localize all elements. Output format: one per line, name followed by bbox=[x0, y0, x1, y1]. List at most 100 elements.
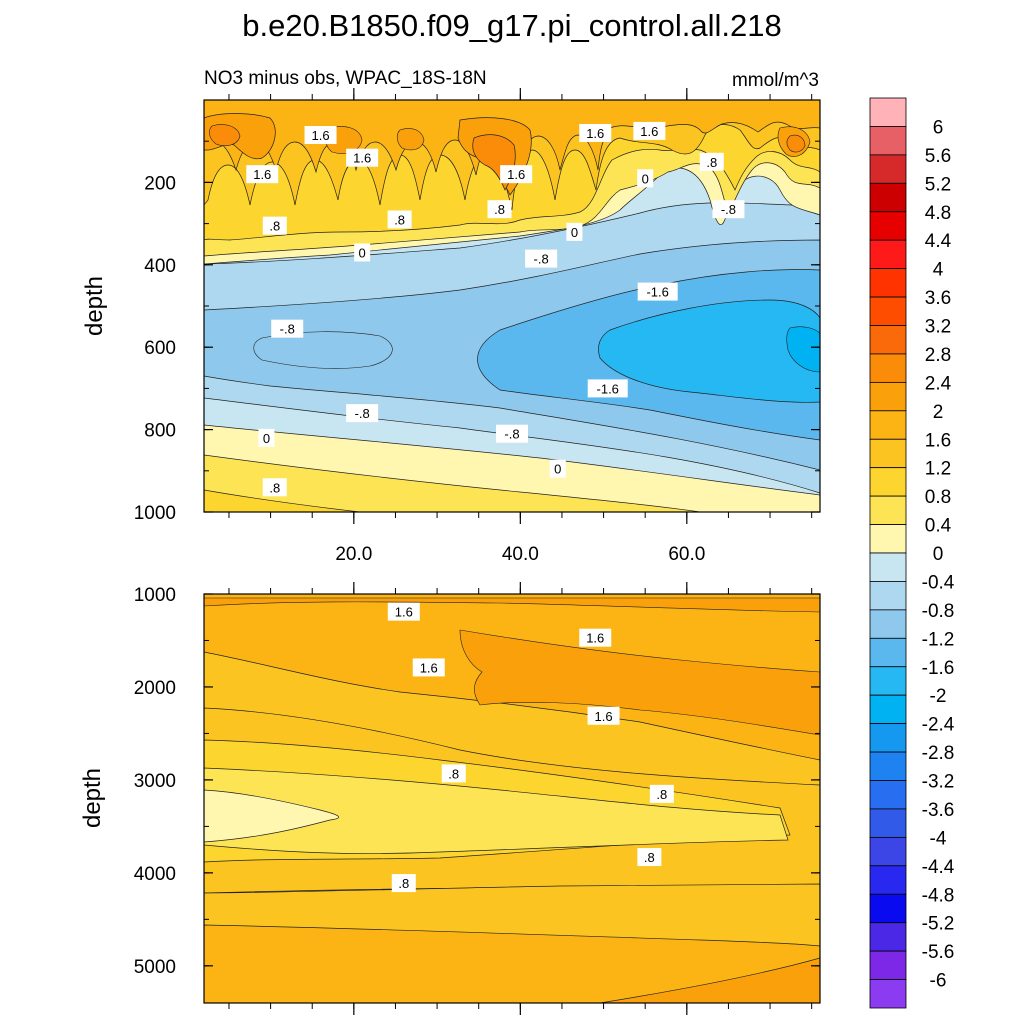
colorbar-label: 0.4 bbox=[925, 516, 952, 537]
contour-label: 1.6 bbox=[395, 605, 413, 620]
colorbar-swatch bbox=[869, 808, 907, 838]
colorbar-swatch bbox=[869, 154, 907, 184]
colorbar-swatch bbox=[869, 381, 907, 412]
y-tick-label: 5000 bbox=[134, 957, 176, 978]
contour-label: .8 bbox=[269, 480, 280, 495]
contour-label-box bbox=[566, 222, 583, 241]
colorbar-label: -0.8 bbox=[922, 601, 955, 622]
contour-label: 1.6 bbox=[507, 167, 525, 182]
x-tick-label: 40.0 bbox=[502, 544, 539, 565]
contour-label-box bbox=[412, 658, 445, 677]
contour-label-box bbox=[262, 216, 287, 235]
units-label: mmol/m^3 bbox=[732, 70, 819, 91]
colorbar-label: 0 bbox=[933, 544, 944, 565]
contour-label: 0 bbox=[642, 171, 649, 186]
x-tick-label: 20.0 bbox=[335, 544, 372, 565]
axes: 200 400 600 800 1000 1000 2000 3000 4000 5000 20.0… bbox=[134, 88, 820, 1015]
contour-label-box bbox=[258, 428, 275, 447]
colorbar-label: -1.2 bbox=[922, 629, 955, 650]
contour-label-box bbox=[346, 404, 379, 423]
colorbar-label: 4.8 bbox=[925, 203, 951, 224]
contour-label-box bbox=[500, 165, 533, 184]
colorbar-swatch bbox=[869, 182, 907, 213]
colorbar-swatch bbox=[869, 723, 907, 753]
contour-label: 1.6 bbox=[353, 151, 371, 166]
colorbar-label: 0.8 bbox=[925, 487, 951, 508]
y-tick-label: 1000 bbox=[134, 585, 176, 606]
contour-label: -.8 bbox=[355, 406, 370, 421]
colorbar-label: 6 bbox=[933, 117, 944, 138]
colorbar-label: -5.6 bbox=[922, 942, 955, 963]
colorbar-swatch bbox=[869, 865, 907, 895]
contour-label: 1.6 bbox=[253, 167, 271, 182]
contour-label: 1.6 bbox=[312, 128, 330, 143]
colorbar-swatch bbox=[869, 552, 907, 582]
contour-label: 1.6 bbox=[586, 126, 604, 141]
colorbar-swatch bbox=[869, 495, 907, 525]
contour-label: .8 bbox=[494, 202, 505, 217]
colorbar-swatch bbox=[869, 666, 907, 696]
y-tick-label: 600 bbox=[144, 338, 176, 359]
contour-label-box bbox=[633, 121, 666, 140]
contour-label-box bbox=[262, 478, 287, 497]
colorbar-label: -5.2 bbox=[922, 914, 955, 935]
colorbar-swatch bbox=[869, 751, 907, 781]
y-tick-label: 200 bbox=[144, 173, 176, 194]
colorbar-swatch bbox=[869, 694, 907, 725]
contour-label-box bbox=[496, 424, 528, 443]
colorbar-label: 3.2 bbox=[925, 317, 951, 338]
colorbar-swatch bbox=[869, 268, 907, 298]
colorbar-swatch bbox=[869, 950, 907, 980]
contour-label: -.8 bbox=[534, 252, 549, 267]
contour-label-box bbox=[487, 200, 512, 219]
lower-plot-frame bbox=[203, 593, 821, 1004]
contour-label: -.8 bbox=[721, 202, 736, 217]
contour-label: .8 bbox=[656, 787, 667, 802]
contour-label: .8 bbox=[644, 850, 655, 865]
contour-labels: 1.6 1.6 1.6 1.6 1.6 1.6 .8 .8 .8 .8 -.8 0 0 0 -.8 -1.6 -… bbox=[246, 121, 745, 893]
y-tick-label: 1000 bbox=[134, 503, 176, 524]
contour-label: 1.6 bbox=[586, 631, 604, 646]
colorbar-swatch bbox=[869, 780, 907, 810]
contour-label-box bbox=[441, 764, 466, 783]
contour-label-box bbox=[579, 628, 612, 647]
colorbar-swatch bbox=[869, 836, 907, 867]
colorbar-swatch bbox=[869, 410, 907, 440]
colorbar-swatch bbox=[869, 922, 907, 952]
colorbar-label: 5.2 bbox=[925, 174, 951, 195]
contour-label: .8 bbox=[394, 212, 405, 227]
contour-label: .8 bbox=[269, 219, 280, 234]
contour-label-box bbox=[525, 249, 558, 268]
contour-label: .8 bbox=[706, 155, 717, 170]
contour-label-box bbox=[387, 602, 420, 621]
contour-label-box bbox=[354, 243, 371, 262]
lower-plot-area bbox=[204, 594, 820, 1003]
colorbar-label: -4 bbox=[930, 828, 947, 849]
contour-label-box bbox=[387, 210, 412, 229]
contour-label-box bbox=[637, 169, 654, 188]
colorbar-label: 1.2 bbox=[925, 459, 951, 480]
colorbar-label: -4.4 bbox=[922, 857, 955, 878]
contour-label: .8 bbox=[448, 766, 459, 781]
colorbar-label: -1.6 bbox=[922, 658, 955, 679]
contour-label: 1.6 bbox=[640, 124, 658, 139]
colorbar-label: 3.6 bbox=[925, 288, 951, 309]
colorbar-label: -2.4 bbox=[922, 715, 955, 736]
colorbar-swatch bbox=[869, 609, 907, 639]
colorbar-label: 1.6 bbox=[925, 430, 951, 451]
contour-label: 0 bbox=[554, 462, 561, 477]
contour-label-box bbox=[391, 874, 416, 893]
colorbar-label: 2.4 bbox=[925, 373, 952, 394]
contour-label: -.8 bbox=[280, 322, 295, 337]
colorbar-swatch bbox=[869, 467, 907, 497]
colorbar-label: -2.8 bbox=[922, 743, 955, 764]
contour-label-box bbox=[304, 126, 337, 145]
colorbar-swatch bbox=[869, 637, 907, 668]
upper-plot-area bbox=[204, 100, 820, 512]
colorbar-swatch bbox=[869, 126, 907, 156]
contour-label: -.8 bbox=[504, 427, 519, 442]
contour-label-box bbox=[246, 165, 279, 184]
colorbar-label: -4.8 bbox=[922, 885, 955, 906]
contour-label-box bbox=[346, 148, 379, 167]
